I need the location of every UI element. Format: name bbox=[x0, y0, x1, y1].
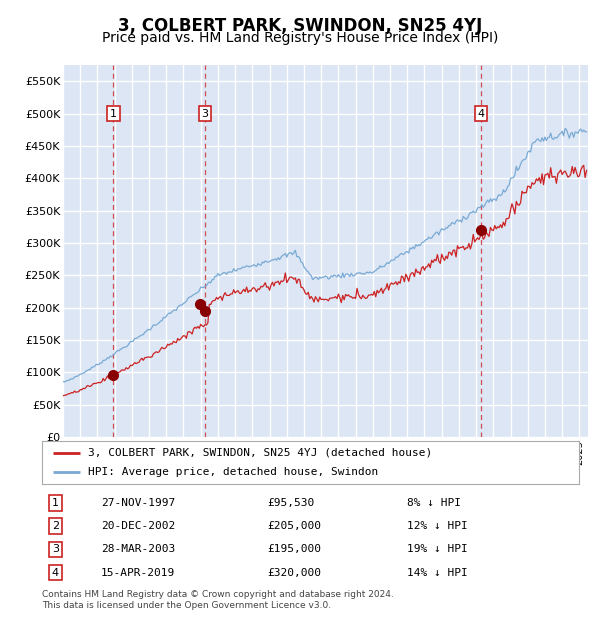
Text: Price paid vs. HM Land Registry's House Price Index (HPI): Price paid vs. HM Land Registry's House … bbox=[102, 31, 498, 45]
Text: 3: 3 bbox=[202, 108, 209, 118]
Text: £95,530: £95,530 bbox=[268, 498, 315, 508]
Text: 3, COLBERT PARK, SWINDON, SN25 4YJ: 3, COLBERT PARK, SWINDON, SN25 4YJ bbox=[118, 17, 482, 35]
Text: 14% ↓ HPI: 14% ↓ HPI bbox=[407, 567, 468, 578]
Text: 20-DEC-2002: 20-DEC-2002 bbox=[101, 521, 175, 531]
Text: £320,000: £320,000 bbox=[268, 567, 322, 578]
Text: 28-MAR-2003: 28-MAR-2003 bbox=[101, 544, 175, 554]
Text: 3, COLBERT PARK, SWINDON, SN25 4YJ (detached house): 3, COLBERT PARK, SWINDON, SN25 4YJ (deta… bbox=[88, 448, 432, 458]
Text: 19% ↓ HPI: 19% ↓ HPI bbox=[407, 544, 468, 554]
Text: 8% ↓ HPI: 8% ↓ HPI bbox=[407, 498, 461, 508]
Text: 4: 4 bbox=[478, 108, 485, 118]
Text: 15-APR-2019: 15-APR-2019 bbox=[101, 567, 175, 578]
Text: 3: 3 bbox=[52, 544, 59, 554]
Text: 1: 1 bbox=[52, 498, 59, 508]
Text: 2: 2 bbox=[52, 521, 59, 531]
Text: £195,000: £195,000 bbox=[268, 544, 322, 554]
Text: 4: 4 bbox=[52, 567, 59, 578]
Text: HPI: Average price, detached house, Swindon: HPI: Average price, detached house, Swin… bbox=[88, 467, 378, 477]
Text: 12% ↓ HPI: 12% ↓ HPI bbox=[407, 521, 468, 531]
Text: 1: 1 bbox=[110, 108, 117, 118]
Text: 27-NOV-1997: 27-NOV-1997 bbox=[101, 498, 175, 508]
Text: £205,000: £205,000 bbox=[268, 521, 322, 531]
Text: Contains HM Land Registry data © Crown copyright and database right 2024.
This d: Contains HM Land Registry data © Crown c… bbox=[42, 590, 394, 609]
